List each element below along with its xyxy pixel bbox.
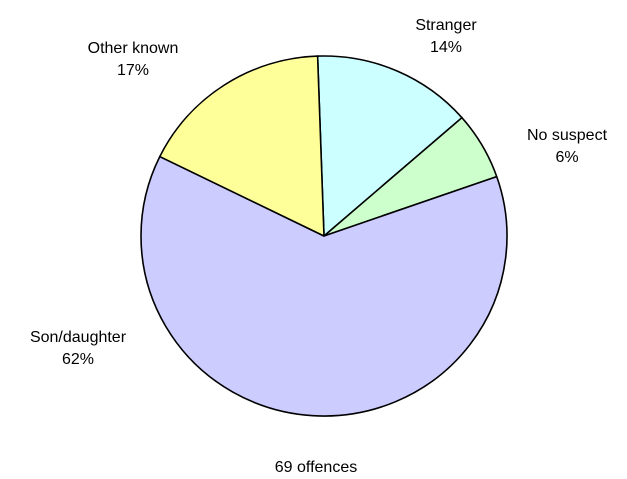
slice-name-other-known: Other known	[88, 40, 179, 57]
slice-label-no-suspect: No suspect 6%	[527, 127, 608, 166]
labels-layer: Stranger 14% No suspect 6% Son/daughter 62% Ot…	[30, 17, 608, 368]
slice-percent-other-known: 17%	[117, 62, 149, 79]
slice-label-son-daughter: Son/daughter 62%	[30, 329, 127, 368]
slice-percent-no-suspect: 6%	[555, 149, 578, 166]
chart-caption: 69 offences	[275, 459, 357, 476]
slice-name-no-suspect: No suspect	[527, 127, 608, 144]
slice-name-son-daughter: Son/daughter	[30, 329, 127, 346]
slices-layer	[140, 55, 508, 417]
slice-other-known	[158, 55, 325, 237]
slice-label-stranger: Stranger 14%	[415, 17, 477, 56]
slice-label-other-known: Other known 17%	[88, 40, 179, 79]
slice-percent-stranger: 14%	[430, 39, 462, 56]
slice-stranger	[316, 55, 463, 237]
slice-percent-son-daughter: 62%	[62, 351, 94, 368]
slice-name-stranger: Stranger	[415, 17, 477, 34]
slice-son-daughter	[140, 155, 508, 417]
